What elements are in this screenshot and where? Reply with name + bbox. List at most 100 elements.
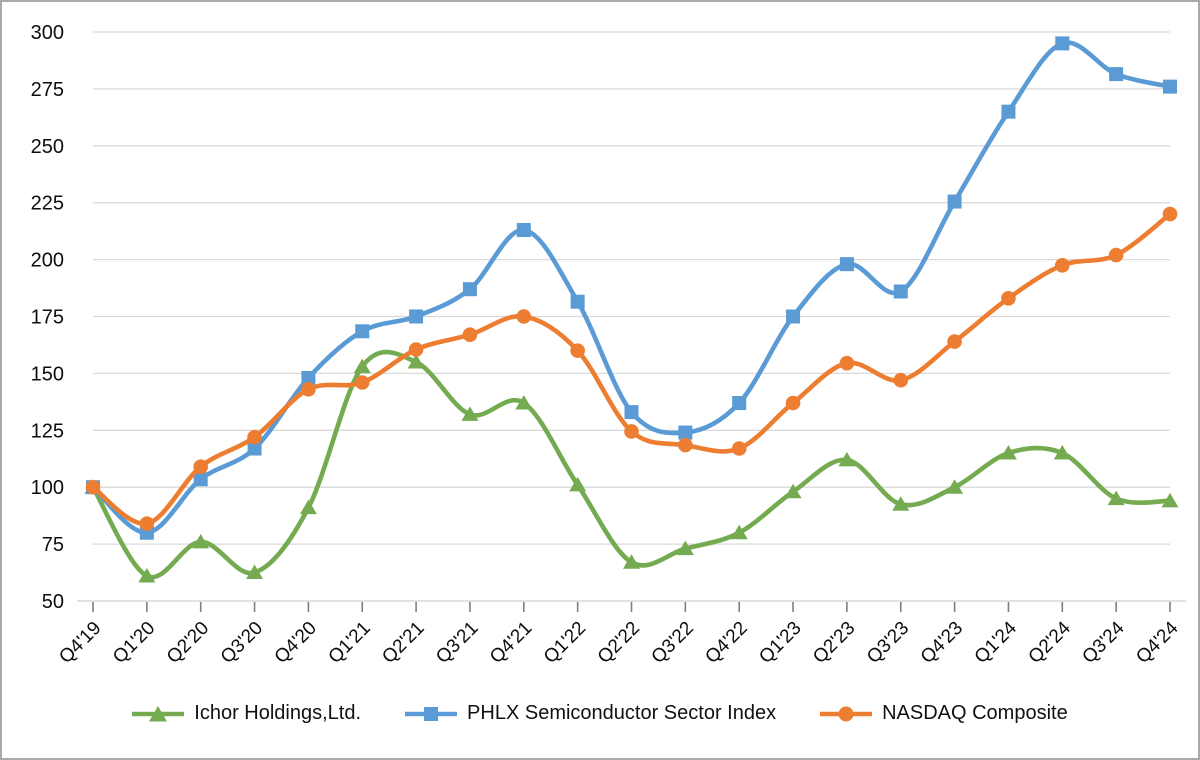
data-point-phlx-semiconductor-sector-index — [570, 294, 585, 309]
data-point-nasdaq-composite — [570, 343, 585, 358]
data-point-phlx-semiconductor-sector-index — [678, 425, 693, 440]
y-axis-label: 100 — [31, 477, 64, 499]
y-axis-label: 275 — [31, 79, 64, 101]
data-point-ichor-holdings-ltd — [461, 406, 479, 421]
data-point-nasdaq-composite — [1108, 247, 1124, 263]
x-axis-label: Q1'24 — [971, 617, 1022, 668]
legend-label-ichor: Ichor Holdings,Ltd. — [194, 702, 362, 724]
data-point-nasdaq-composite — [139, 516, 155, 531]
data-point-ichor-holdings-ltd — [623, 554, 640, 569]
x-axis-label: Q1'23 — [755, 618, 805, 668]
legend-label-nasdaq: NASDAQ Composite — [882, 702, 1068, 724]
series-line-ichor-holdings-ltd — [90, 349, 1173, 580]
data-point-ichor-holdings-ltd — [946, 479, 964, 494]
data-point-ichor-holdings-ltd — [353, 358, 371, 374]
y-axis-label: 250 — [31, 136, 64, 158]
data-point-phlx-semiconductor-sector-index — [301, 370, 316, 385]
x-axis-label: Q1'22 — [540, 618, 590, 668]
y-axis-label: 300 — [31, 22, 64, 44]
y-axis-label: 225 — [31, 193, 64, 215]
legend-item-ichor: Ichor Holdings,Ltd. — [132, 702, 361, 725]
data-point-nasdaq-composite — [1055, 257, 1070, 273]
data-point-phlx-semiconductor-sector-index — [786, 309, 801, 324]
x-axis-label: Q4'22 — [701, 618, 751, 668]
data-point-ichor-holdings-ltd — [784, 483, 802, 499]
chart-legend: Ichor Holdings,Ltd. PHLX Semiconductor S… — [2, 702, 1198, 725]
data-point-phlx-semiconductor-sector-index — [516, 223, 531, 238]
data-point-nasdaq-composite — [785, 395, 801, 411]
data-point-phlx-semiconductor-sector-index — [355, 324, 370, 339]
x-axis-label: Q2'21 — [378, 618, 428, 668]
data-point-nasdaq-composite — [839, 355, 855, 371]
data-point-nasdaq-composite — [193, 459, 208, 475]
data-point-nasdaq-composite — [893, 372, 909, 388]
x-axis-label: Q3'22 — [648, 618, 698, 668]
data-point-phlx-semiconductor-sector-index — [947, 194, 962, 209]
x-axis-label: Q2'20 — [163, 618, 213, 668]
x-axis-label: Q4'23 — [917, 618, 967, 668]
data-point-ichor-holdings-ltd — [515, 394, 533, 410]
x-axis-label: Q4'21 — [486, 618, 536, 668]
x-axis-label: Q4'20 — [271, 618, 321, 668]
data-point-nasdaq-composite — [301, 382, 316, 397]
data-point-ichor-holdings-ltd — [569, 476, 587, 492]
data-point-ichor-holdings-ltd — [299, 499, 317, 515]
data-point-phlx-semiconductor-sector-index — [1055, 36, 1070, 51]
data-point-nasdaq-composite — [947, 334, 962, 349]
data-point-phlx-semiconductor-sector-index — [732, 395, 747, 410]
y-axis-label: 50 — [42, 591, 64, 613]
data-point-ichor-holdings-ltd — [838, 451, 856, 467]
data-point-nasdaq-composite — [85, 479, 101, 495]
data-point-ichor-holdings-ltd — [1161, 492, 1179, 508]
x-axis-label: Q2'24 — [1025, 617, 1076, 668]
data-point-nasdaq-composite — [731, 441, 747, 456]
data-point-phlx-semiconductor-sector-index — [247, 441, 262, 456]
data-point-nasdaq-composite — [408, 342, 424, 357]
data-point-ichor-holdings-ltd — [138, 567, 156, 583]
data-point-nasdaq-composite — [1001, 290, 1016, 306]
data-point-phlx-semiconductor-sector-index — [624, 405, 639, 420]
y-axis-label: 150 — [31, 363, 64, 385]
data-point-phlx-semiconductor-sector-index — [893, 284, 908, 299]
x-axis-label: Q3'20 — [217, 618, 267, 668]
y-axis-label: 125 — [31, 420, 64, 442]
data-point-ichor-holdings-ltd — [730, 524, 748, 540]
y-axis-label: 200 — [31, 250, 64, 272]
x-axis-label: Q4'19 — [55, 618, 105, 668]
data-point-nasdaq-composite — [354, 375, 370, 390]
data-point-phlx-semiconductor-sector-index — [409, 309, 424, 324]
data-point-phlx-semiconductor-sector-index — [1163, 79, 1177, 94]
x-axis-label: Q2'23 — [809, 618, 859, 668]
data-point-ichor-holdings-ltd — [999, 445, 1017, 460]
data-point-nasdaq-composite — [247, 429, 262, 445]
data-point-ichor-holdings-ltd — [407, 354, 425, 369]
data-point-phlx-semiconductor-sector-index — [1001, 104, 1016, 119]
x-axis-label: Q3'23 — [863, 618, 913, 668]
legend-item-nasdaq: NASDAQ Composite — [820, 702, 1068, 725]
y-axis-label: 75 — [42, 534, 64, 556]
data-point-nasdaq-composite — [624, 424, 639, 439]
data-point-ichor-holdings-ltd — [676, 540, 694, 556]
circle-legend-icon — [820, 706, 873, 721]
x-axis-label: Q4'24 — [1132, 617, 1183, 668]
data-point-phlx-semiconductor-sector-index — [462, 282, 477, 297]
series-line-nasdaq-composite — [90, 211, 1173, 526]
x-axis-label: Q3'21 — [432, 618, 482, 668]
x-axis-label: Q3'24 — [1078, 617, 1129, 668]
x-axis-label: Q2'22 — [594, 618, 644, 668]
data-point-ichor-holdings-ltd — [246, 564, 264, 580]
data-point-phlx-semiconductor-sector-index — [1109, 67, 1124, 82]
data-point-ichor-holdings-ltd — [1107, 490, 1125, 506]
data-point-nasdaq-composite — [462, 327, 478, 343]
data-point-nasdaq-composite — [1162, 206, 1178, 222]
x-axis-label: Q1'21 — [325, 618, 375, 668]
legend-item-phlx: PHLX Semiconductor Sector Index — [405, 702, 776, 725]
x-axis-label: Q1'20 — [109, 618, 159, 668]
triangle-legend-icon — [132, 705, 185, 721]
data-point-phlx-semiconductor-sector-index — [193, 472, 208, 487]
square-legend-icon — [405, 706, 458, 721]
data-point-ichor-holdings-ltd — [1053, 445, 1071, 460]
legend-label-phlx: PHLX Semiconductor Sector Index — [467, 702, 777, 724]
